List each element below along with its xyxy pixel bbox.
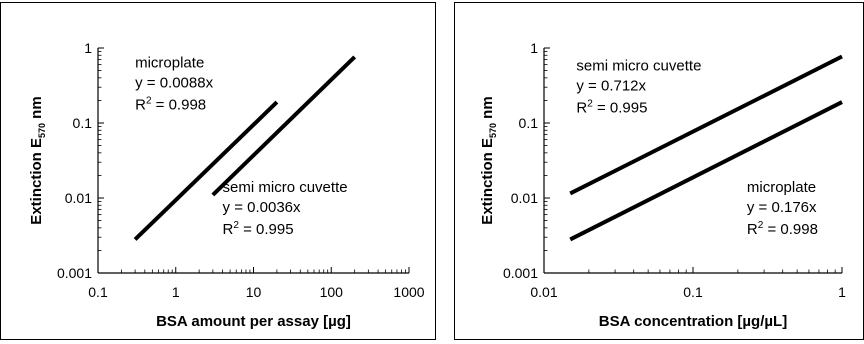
annotation-r-squared: R2 = 0.995: [223, 220, 294, 238]
series-line-1: [569, 54, 843, 196]
x-tick-label: 0.01: [530, 284, 557, 300]
series-line-2: [569, 100, 843, 242]
chart-left: 0.1 1 10 100 1000 0.001 0.01 0.1 1 BSA amount per…: [28, 40, 425, 330]
y-tick-label: 0.1: [73, 115, 93, 131]
r-squared-value: = 0.998: [763, 221, 818, 238]
y-axis-title-subscript: 570: [37, 123, 47, 138]
r-squared-symbol: R: [135, 96, 146, 113]
y-axis-title-subscript: 570: [488, 123, 498, 138]
y-axis-title-unit: nm: [479, 96, 496, 123]
r-squared-superscript: 2: [758, 220, 764, 231]
x-tick-label: 1000: [393, 284, 424, 300]
annotation-line: y = 0.176x: [747, 199, 817, 216]
annotation-line: microplate: [135, 54, 204, 71]
annotation-r-squared: R2 = 0.998: [135, 95, 206, 113]
chart-panel-left: 0.1 1 10 100 1000 0.001 0.01 0.1 1 BSA amount per…: [0, 2, 436, 340]
r-squared-symbol: R: [223, 221, 234, 238]
y-axis-title: Extinction E570 nm: [479, 96, 498, 224]
series-line-1: [133, 100, 279, 241]
annotation-line: semi micro cuvette: [223, 179, 348, 196]
y-tick-label: 0.001: [57, 265, 92, 281]
annotation-line: semi micro cuvette: [576, 58, 701, 75]
y-axis-title-unit: nm: [28, 96, 45, 123]
y-axis-title-main: Extinction E: [28, 138, 45, 225]
x-tick-label: 1: [172, 284, 180, 300]
y-tick-label: 0.01: [65, 190, 92, 206]
y-tick-label: 0.1: [519, 115, 539, 131]
x-tick-label: 0.1: [88, 284, 108, 300]
r-squared-symbol: R: [576, 100, 587, 117]
annotation-line: y = 0.0088x: [135, 74, 213, 91]
y-tick-label: 0.001: [503, 265, 538, 281]
annotation-line: y = 0.712x: [576, 78, 646, 95]
y-tick-label: 0.01: [511, 190, 538, 206]
x-tick-label: 0.1: [683, 284, 703, 300]
annotation-r-squared: R2 = 0.995: [576, 99, 647, 117]
y-axis-title: Extinction E570 nm: [28, 96, 47, 224]
x-axis-title: BSA amount per assay [µg]: [156, 313, 351, 330]
r-squared-superscript: 2: [587, 99, 593, 110]
r-squared-value: = 0.995: [593, 100, 648, 117]
y-tick-label: 1: [530, 40, 538, 56]
r-squared-superscript: 2: [233, 220, 239, 231]
x-tick-label: 10: [246, 284, 262, 300]
r-squared-symbol: R: [747, 221, 758, 238]
y-axis-title-main: Extinction E: [479, 138, 496, 225]
annotation-r-squared: R2 = 0.998: [747, 220, 818, 238]
annotation-line: y = 0.0036x: [223, 199, 301, 216]
chart-right: 0.01 0.1 1 0.001 0.01 0.1 1 BSA concentration […: [479, 40, 846, 330]
r-squared-value: = 0.998: [152, 96, 207, 113]
x-axis-title: BSA concentration [µg/µL]: [599, 313, 787, 330]
annotation-line: microplate: [747, 179, 816, 196]
x-tick-label: 100: [320, 284, 344, 300]
y-tick-label: 1: [84, 40, 92, 56]
series-line-2: [211, 55, 357, 197]
r-squared-superscript: 2: [146, 95, 152, 106]
chart-panel-right: 0.01 0.1 1 0.001 0.01 0.1 1 BSA concentration […: [454, 2, 864, 340]
x-tick-label: 1: [838, 284, 846, 300]
r-squared-value: = 0.995: [239, 221, 294, 238]
